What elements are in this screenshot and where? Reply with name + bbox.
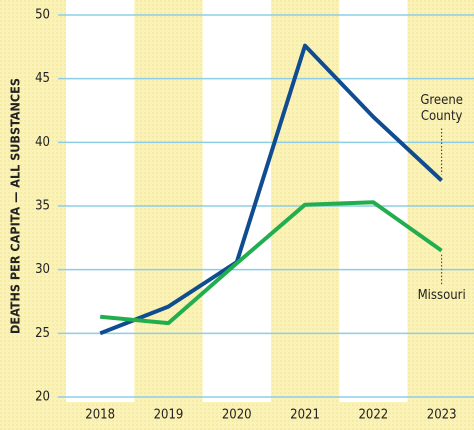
y-tick-label: 45 <box>35 71 50 86</box>
stripe <box>202 0 271 402</box>
y-tick-label: 35 <box>35 199 50 214</box>
series-label: Greene <box>420 93 463 108</box>
series-label: County <box>421 109 463 124</box>
x-tick-label: 2022 <box>358 408 388 423</box>
x-tick-label: 2019 <box>154 408 184 423</box>
y-tick-label: 30 <box>35 262 50 277</box>
series-label: Missouri <box>418 288 466 303</box>
x-tick-label: 2020 <box>222 408 252 423</box>
x-tick-label: 2018 <box>85 408 115 423</box>
y-tick-label: 20 <box>35 390 50 405</box>
y-axis-label: DEATHS PER CAPITA — ALL SUBSTANCES <box>8 78 23 334</box>
y-tick-label: 25 <box>35 326 50 341</box>
y-tick-label: 50 <box>35 8 50 23</box>
series-line <box>100 200 443 326</box>
x-tick-label: 2023 <box>427 408 457 423</box>
series-line <box>99 43 443 336</box>
stripe <box>66 0 135 402</box>
x-tick-label: 2021 <box>290 408 320 423</box>
y-tick-label: 40 <box>35 135 50 150</box>
stripes <box>66 0 408 402</box>
